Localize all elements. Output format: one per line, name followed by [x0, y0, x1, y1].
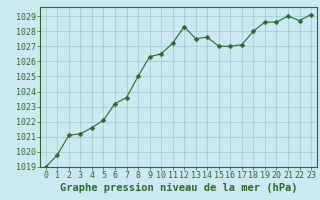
- X-axis label: Graphe pression niveau de la mer (hPa): Graphe pression niveau de la mer (hPa): [60, 183, 297, 193]
